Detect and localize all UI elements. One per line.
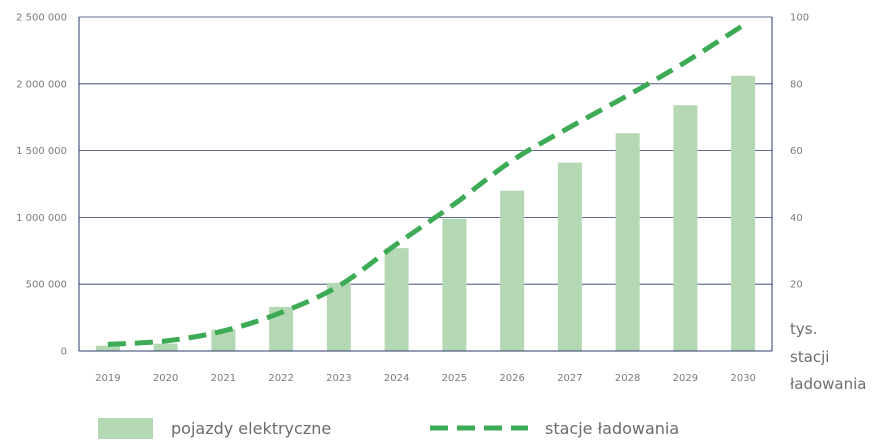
legend-bar-swatch: [98, 418, 153, 439]
gridlines: [79, 16, 772, 285]
y-right-tick-label: 80: [790, 79, 803, 90]
line-stacje-ladowania: [107, 23, 745, 347]
x-tick-label: 2028: [615, 373, 640, 384]
y-right-tick-label: 100: [790, 13, 809, 24]
x-tick-label: 2029: [673, 373, 698, 384]
legend-item-bars: pojazdy elektryczne: [98, 418, 331, 439]
legend-item-line: stacje ładowania: [428, 418, 679, 438]
bar: [731, 75, 756, 351]
x-tick-label: 2019: [95, 373, 120, 384]
x-tick-label: 2027: [557, 373, 582, 384]
bar: [557, 162, 582, 351]
x-tick-label: 2023: [326, 373, 351, 384]
y-right-tick-label: 40: [790, 213, 803, 224]
bar: [153, 343, 178, 351]
bar: [500, 190, 525, 351]
y-left-tick-label: 1 500 000: [16, 146, 67, 157]
line-series: [107, 23, 745, 347]
bar: [326, 282, 351, 351]
x-tick-label: 2020: [153, 373, 178, 384]
x-tick-label: 2026: [499, 373, 524, 384]
x-tick-label: 2022: [268, 373, 293, 384]
bar: [615, 133, 640, 351]
unit-label-line: stacji: [790, 348, 829, 366]
legend-line-label: stacje ładowania: [545, 418, 680, 438]
right-axis-unit-label: tys. stacji ładowania: [790, 320, 866, 393]
bar: [95, 345, 120, 351]
y-right-tick-label: 20: [790, 280, 803, 291]
legend-line-swatch: [430, 425, 528, 431]
y-left-tick-label: 2 500 000: [16, 13, 67, 24]
y-left-tick-label: 0: [61, 347, 67, 358]
axes: [78, 17, 773, 352]
x-tick-label: 2021: [211, 373, 236, 384]
unit-label-line: tys.: [790, 320, 817, 338]
bar: [211, 329, 236, 351]
tick-labels: 0 500 000 1 000 000 1 500 000 2 000 000 2 500…: [16, 13, 809, 385]
legend-bar-label: pojazdy elektryczne: [171, 419, 332, 438]
bar: [673, 105, 698, 352]
unit-label-line: ładowania: [790, 375, 866, 393]
bar: [384, 248, 409, 351]
x-tick-label: 2025: [442, 373, 467, 384]
y-left-tick-label: 500 000: [26, 280, 67, 291]
y-left-tick-label: 2 000 000: [16, 79, 67, 90]
x-tick-label: 2030: [730, 373, 755, 384]
bar: [442, 218, 467, 351]
y-left-tick-label: 1 000 000: [16, 213, 67, 224]
x-tick-label: 2024: [384, 373, 409, 384]
y-right-tick-label: 60: [790, 146, 803, 157]
bar-series: [95, 75, 756, 352]
